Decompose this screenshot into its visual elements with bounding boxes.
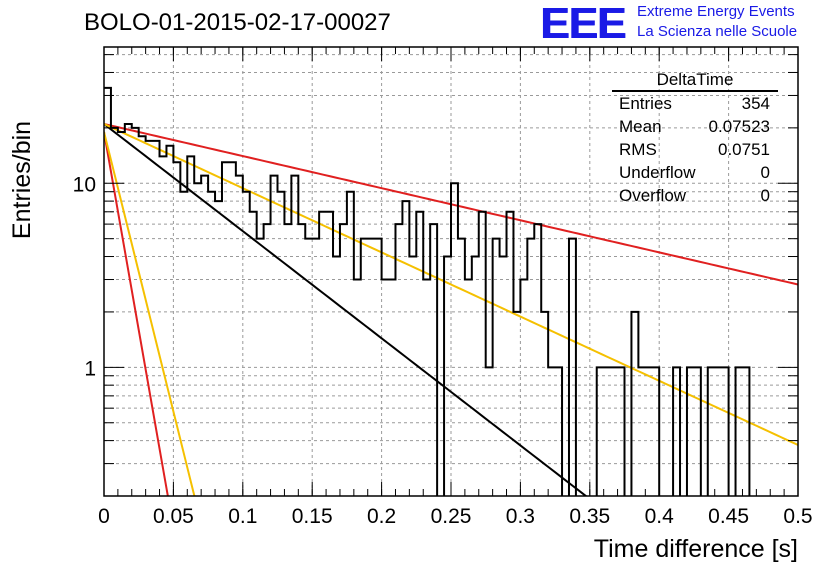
- chart-title: BOLO-01-2015-02-17-00027: [84, 9, 391, 36]
- stats-row-entries: Entries 354: [612, 92, 778, 115]
- grid-lines: [104, 47, 798, 497]
- stats-value: 0.0751: [718, 140, 770, 159]
- x-tick-label: 0.3: [506, 505, 535, 528]
- x-tick-label: 0.2: [367, 505, 396, 528]
- x-tick-label: 0.1: [228, 505, 257, 528]
- x-tick-label: 0.35: [569, 505, 610, 528]
- stats-row-rms: RMS 0.0751: [612, 138, 778, 161]
- fit-curve: [104, 131, 196, 496]
- x-tick-label: 0.5: [783, 505, 812, 528]
- histogram-line: [104, 86, 751, 496]
- y-ticks: 1 10: [73, 54, 798, 497]
- eee-logo: EEE: [540, 0, 626, 48]
- logo-line-1: Extreme Energy Events: [637, 3, 795, 20]
- fit-curve: [104, 131, 169, 496]
- stats-box: DeltaTime Entries 354 Mean 0.07523 RMS 0…: [612, 70, 778, 207]
- x-tick-label: 0.25: [431, 505, 472, 528]
- x-tick-label: 0.15: [292, 505, 333, 528]
- stats-value: 0: [760, 186, 770, 205]
- logo-line-2: La Scienza nelle Scuole: [637, 23, 798, 40]
- x-tick-label: 0.4: [645, 505, 675, 528]
- stats-row-underflow: Underflow 0: [612, 161, 778, 184]
- stats-box-title: DeltaTime: [612, 70, 778, 92]
- stats-label: Mean: [619, 117, 662, 136]
- x-tick-label: 0.05: [153, 505, 194, 528]
- x-tick-label: 0.45: [708, 505, 749, 528]
- stats-label: Underflow: [619, 163, 696, 182]
- y-tick-label: 10: [73, 173, 96, 196]
- fit-curve: [104, 123, 798, 446]
- stats-row-overflow: Overflow 0: [612, 184, 778, 207]
- fit-curve: [104, 123, 588, 496]
- stats-value: 0.07523: [708, 117, 770, 136]
- x-tick-label: 0: [98, 505, 110, 528]
- stats-value: 354: [741, 94, 770, 113]
- x-axis-label: Time difference [s]: [594, 535, 798, 563]
- stats-label: Overflow: [619, 186, 687, 205]
- stats-value: 0: [760, 163, 770, 182]
- stats-row-mean: Mean 0.07523: [612, 115, 778, 138]
- stats-label: Entries: [619, 94, 672, 113]
- x-ticks: 0 0.05 0.1 0.15 0.2 0.25 0.3 0.35 0.4 0.45 0.5: [98, 47, 813, 528]
- y-tick-label: 1: [84, 357, 96, 380]
- y-axis-label: Entries/bin: [8, 121, 36, 239]
- stats-label: RMS: [619, 140, 657, 159]
